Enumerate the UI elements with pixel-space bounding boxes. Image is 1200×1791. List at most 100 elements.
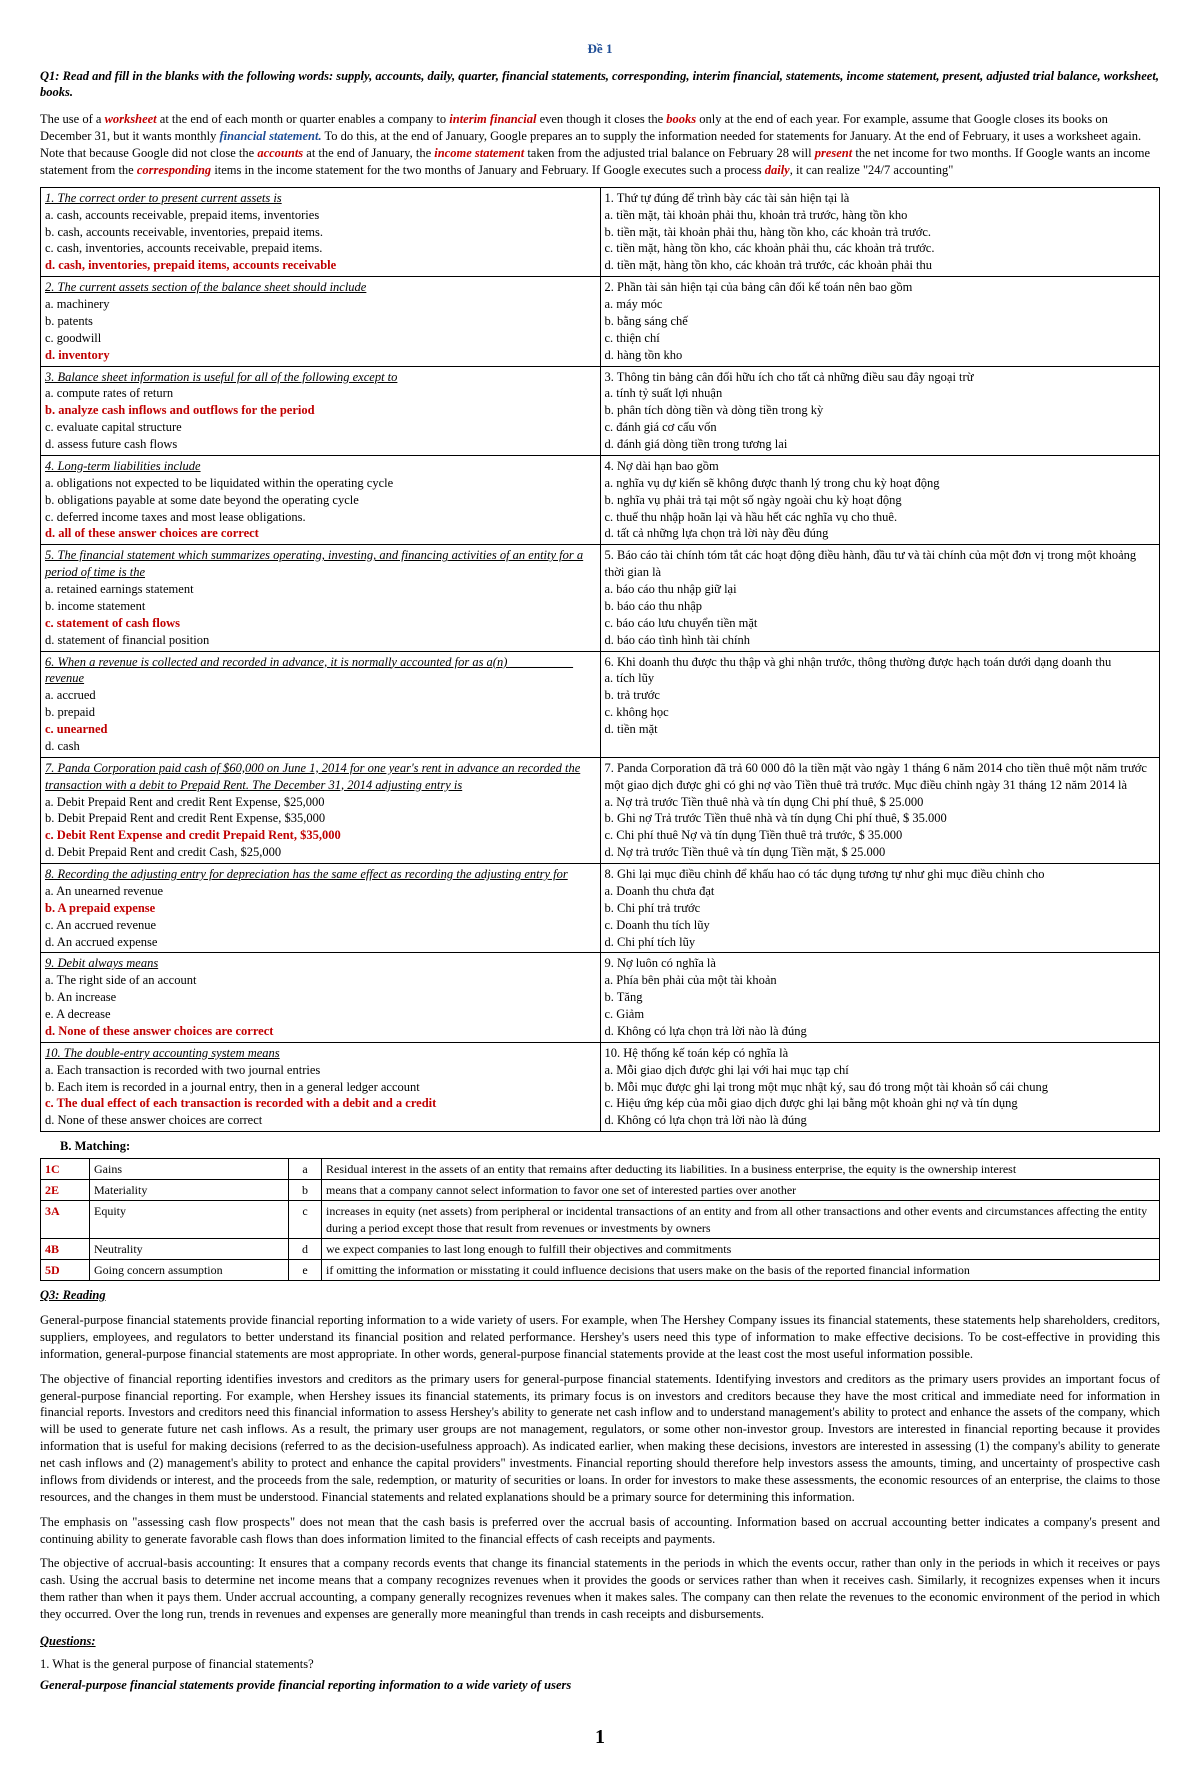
- page-number: 1: [40, 1724, 1160, 1751]
- match-definition: we expect companies to last long enough …: [322, 1238, 1160, 1259]
- answer-choice: c. The dual effect of each transaction i…: [45, 1095, 596, 1112]
- answer-choice: d. None of these answer choices are corr…: [45, 1112, 596, 1129]
- section-b-heading: B. Matching:: [60, 1138, 1160, 1155]
- match-key: 1C: [45, 1162, 60, 1176]
- answer-choice-vi: d. Không có lựa chọn trả lời nào là đúng: [605, 1112, 1156, 1129]
- answer-choice: a. compute rates of return: [45, 385, 596, 402]
- answer-choice: c. goodwill: [45, 330, 596, 347]
- match-definition: if omitting the information or misstatin…: [322, 1259, 1160, 1280]
- match-letter: d: [289, 1238, 322, 1259]
- blank-corresponding: corresponding: [137, 163, 211, 177]
- answer-choice: b. prepaid: [45, 704, 596, 721]
- question-vi: 7. Panda Corporation đã trả 60 000 đô la…: [605, 760, 1156, 794]
- answer-choice: c. cash, inventories, accounts receivabl…: [45, 240, 596, 257]
- para-text: even though it closes the: [536, 112, 666, 126]
- answer-choice: a. Each transaction is recorded with two…: [45, 1062, 596, 1079]
- answer-choice: a. An unearned revenue: [45, 883, 596, 900]
- answer-choice-vi: a. báo cáo thu nhập giữ lại: [605, 581, 1156, 598]
- answer-choice-vi: d. đánh giá dòng tiền trong tương lai: [605, 436, 1156, 453]
- answer-choice-vi: c. thuế thu nhập hoãn lại và hầu hết các…: [605, 509, 1156, 526]
- question-vi: 9. Nợ luôn có nghĩa là: [605, 955, 1156, 972]
- match-letter: a: [289, 1159, 322, 1180]
- reading-p2: The objective of financial reporting ide…: [40, 1371, 1160, 1506]
- question-vi: 3. Thông tin bảng cân đối hữu ích cho tấ…: [605, 369, 1156, 386]
- answer-choice-vi: a. Nợ trả trước Tiền thuê nhà và tín dụn…: [605, 794, 1156, 811]
- answer-choice: c. Debit Rent Expense and credit Prepaid…: [45, 827, 596, 844]
- answer-choice: b. Each item is recorded in a journal en…: [45, 1079, 596, 1096]
- answer-choice-vi: d. tiền mặt, hàng tồn kho, các khoản trả…: [605, 257, 1156, 274]
- answer-choice: c. evaluate capital structure: [45, 419, 596, 436]
- answer-choice: a. Debit Prepaid Rent and credit Rent Ex…: [45, 794, 596, 811]
- blank-present: present: [815, 146, 853, 160]
- answer-choice: b. A prepaid expense: [45, 900, 596, 917]
- answer-choice-vi: a. Phía bên phải của một tài khoản: [605, 972, 1156, 989]
- page-title: Đề 1: [40, 40, 1160, 58]
- match-term: Materiality: [90, 1180, 289, 1201]
- question-vi: 6. Khi doanh thu được thu thập và ghi nh…: [605, 654, 1156, 671]
- match-letter: c: [289, 1201, 322, 1238]
- answer-choice: d. cash: [45, 738, 596, 755]
- blank-books: books: [666, 112, 696, 126]
- answer-choice: d. cash, inventories, prepaid items, acc…: [45, 257, 596, 274]
- match-definition: means that a company cannot select infor…: [322, 1180, 1160, 1201]
- answer-choice: a. machinery: [45, 296, 596, 313]
- match-definition: Residual interest in the assets of an en…: [322, 1159, 1160, 1180]
- q2-table: 1. The correct order to present current …: [40, 187, 1160, 1132]
- match-definition: increases in equity (net assets) from pe…: [322, 1201, 1160, 1238]
- question-vi: 2. Phần tài sản hiện tại của bảng cân đố…: [605, 279, 1156, 296]
- answer-choice-vi: c. báo cáo lưu chuyển tiền mặt: [605, 615, 1156, 632]
- match-letter: e: [289, 1259, 322, 1280]
- answer-choice: b. analyze cash inflows and outflows for…: [45, 402, 596, 419]
- answer-choice-vi: b. bằng sáng chế: [605, 313, 1156, 330]
- answer-choice-vi: b. tiền mặt, tài khoản phải thu, hàng tồ…: [605, 224, 1156, 241]
- answer-choice: c. An accrued revenue: [45, 917, 596, 934]
- answer-choice-vi: d. Không có lựa chọn trả lời nào là đúng: [605, 1023, 1156, 1040]
- question-en: 3. Balance sheet information is useful f…: [45, 370, 397, 384]
- blank-accounts: accounts: [257, 146, 303, 160]
- q1-prompt: Q1: Read and fill in the blanks with the…: [40, 68, 1160, 102]
- answer-choice-vi: d. tất cả những lựa chọn trả lời này đều…: [605, 525, 1156, 542]
- answer-choice-vi: b. trả trước: [605, 687, 1156, 704]
- reading-p1: General-purpose financial statements pro…: [40, 1312, 1160, 1363]
- answer-choice-vi: a. Doanh thu chưa đạt: [605, 883, 1156, 900]
- para-text: items in the income statement for the tw…: [211, 163, 765, 177]
- matching-table: 1CGainsaResidual interest in the assets …: [40, 1158, 1160, 1281]
- answer-choice: b. income statement: [45, 598, 596, 615]
- answer-choice-vi: a. tính tỷ suất lợi nhuận: [605, 385, 1156, 402]
- answer-choice: d. None of these answer choices are corr…: [45, 1023, 596, 1040]
- question-en: 7. Panda Corporation paid cash of $60,00…: [45, 761, 580, 792]
- question-en: 4. Long-term liabilities include: [45, 459, 201, 473]
- answer-choice: d. assess future cash flows: [45, 436, 596, 453]
- blank-daily: daily: [765, 163, 790, 177]
- answer-choice-vi: b. Tăng: [605, 989, 1156, 1006]
- answer-choice-vi: d. tiền mặt: [605, 721, 1156, 738]
- answer-choice-vi: a. nghĩa vụ dự kiến sẽ không được thanh …: [605, 475, 1156, 492]
- answer-choice-vi: a. máy móc: [605, 296, 1156, 313]
- answer-choice-vi: c. Hiệu ứng kép của mỗi giao dịch được g…: [605, 1095, 1156, 1112]
- reading-p3: The emphasis on "assessing cash flow pro…: [40, 1514, 1160, 1548]
- match-key: 5D: [45, 1263, 60, 1277]
- blank-interim: interim financial: [449, 112, 536, 126]
- fillin-paragraph: The use of a worksheet at the end of eac…: [40, 111, 1160, 179]
- answer-choice-vi: a. tích lũy: [605, 670, 1156, 687]
- answer-choice-vi: d. Nợ trả trước Tiền thuê và tín dụng Ti…: [605, 844, 1156, 861]
- para-text: , it can realize "24/7 accounting": [790, 163, 954, 177]
- reading-p4: The objective of accrual-basis accountin…: [40, 1555, 1160, 1623]
- answer-choice: a. retained earnings statement: [45, 581, 596, 598]
- answer-choice-vi: b. nghĩa vụ phải trả tại một số ngày ngo…: [605, 492, 1156, 509]
- question-en: 8. Recording the adjusting entry for dep…: [45, 867, 568, 881]
- answer-choice: a. cash, accounts receivable, prepaid it…: [45, 207, 596, 224]
- answer-choice: d. Debit Prepaid Rent and credit Cash, $…: [45, 844, 596, 861]
- answer-choice-vi: a. Mỗi giao dịch được ghi lại với hai mụ…: [605, 1062, 1156, 1079]
- reading-passage: General-purpose financial statements pro…: [40, 1312, 1160, 1623]
- answer-choice-vi: c. đánh giá cơ cấu vốn: [605, 419, 1156, 436]
- question-vi: 1. Thứ tự đúng để trình bày các tài sản …: [605, 190, 1156, 207]
- question-vi: 8. Ghi lại mục điều chỉnh để khấu hao có…: [605, 866, 1156, 883]
- blank-worksheet: worksheet: [105, 112, 157, 126]
- answer-1: General-purpose financial statements pro…: [40, 1677, 1160, 1694]
- answer-choice-vi: b. báo cáo thu nhập: [605, 598, 1156, 615]
- answer-choice-vi: c. không học: [605, 704, 1156, 721]
- question-en: 6. When a revenue is collected and recor…: [45, 655, 573, 686]
- answer-choice-vi: b. Ghi nợ Trả trước Tiền thuê nhà và tín…: [605, 810, 1156, 827]
- para-text: at the end of each month or quarter enab…: [157, 112, 450, 126]
